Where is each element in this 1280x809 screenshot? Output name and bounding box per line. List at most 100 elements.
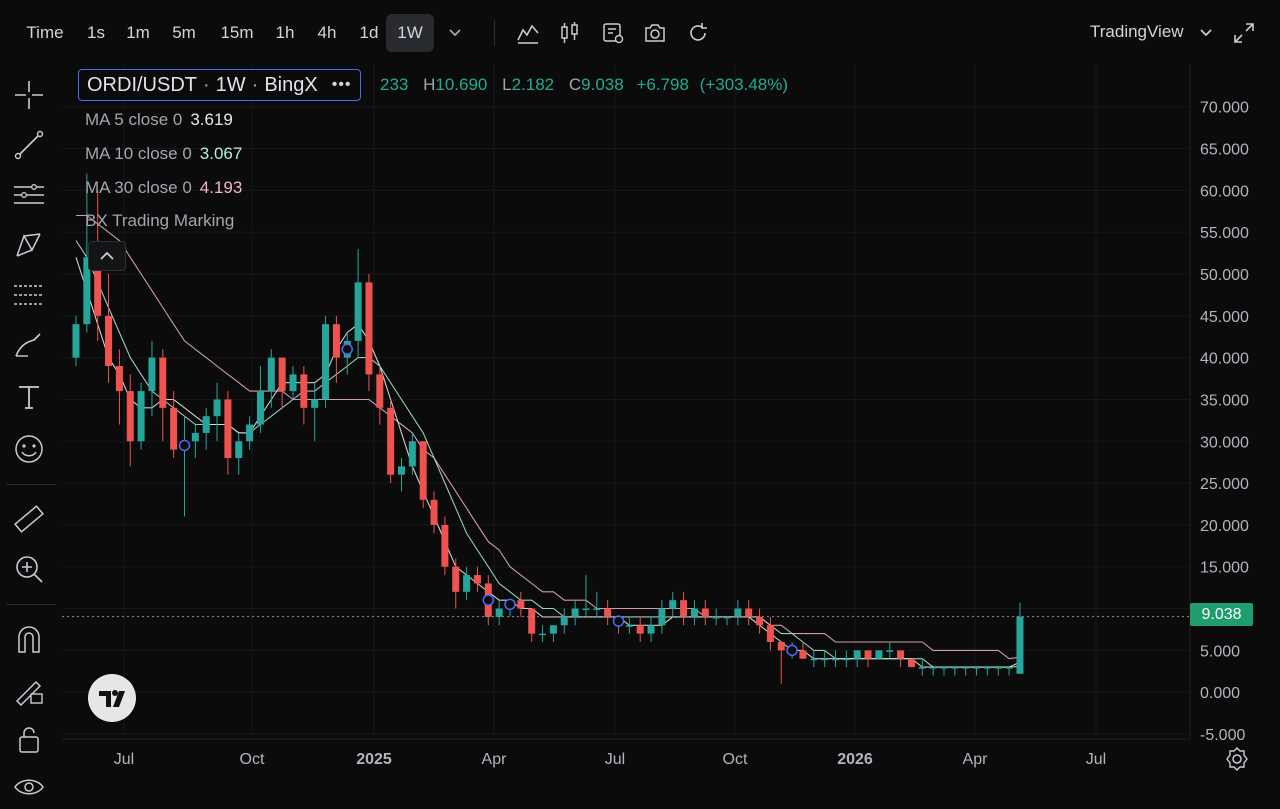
candle-body <box>723 616 731 619</box>
last-price-tag: 9.038 <box>1190 603 1253 626</box>
candle-body <box>137 391 145 442</box>
collapse-legend-button[interactable] <box>88 241 126 271</box>
candles-icon[interactable] <box>557 20 583 46</box>
candle-body <box>267 357 275 392</box>
x-tick-label: 2026 <box>837 751 873 768</box>
lock-drawing-icon[interactable] <box>12 672 46 707</box>
eye-icon[interactable] <box>12 770 46 804</box>
fullscreen-icon[interactable] <box>1231 20 1257 46</box>
candle-body <box>853 650 861 659</box>
high-value: 10.690 <box>435 75 488 94</box>
ma-line <box>75 257 1021 668</box>
timeframe-1h[interactable]: 1h <box>275 23 295 42</box>
crosshair-icon[interactable] <box>12 78 46 112</box>
candle-body <box>322 324 330 400</box>
candle-body <box>1005 667 1013 669</box>
indicators-icon[interactable] <box>515 20 541 46</box>
symbol-interval: 1W <box>215 73 246 96</box>
camera-icon[interactable] <box>642 20 668 46</box>
brand-chevron-down-icon[interactable] <box>1193 20 1219 46</box>
timeframe-15m[interactable]: 15m <box>220 23 254 42</box>
y-tick-label: 65.000 <box>1200 142 1249 159</box>
indicator-bx-marking[interactable]: BX Trading Marking <box>85 211 234 231</box>
candle-body <box>701 608 709 617</box>
indicator-ma30[interactable]: MA 30 close 0 4.193 <box>85 178 242 198</box>
ohlc-values: 233 H10.690 L2.182 C9.038 +6.798 (+303.4… <box>380 75 788 95</box>
chevron-up-icon <box>100 251 114 260</box>
candle-body <box>126 391 134 442</box>
brush-icon[interactable] <box>12 328 46 362</box>
candle-body <box>159 357 167 408</box>
candle-body <box>712 616 720 619</box>
candle-body <box>517 600 525 609</box>
price-chart[interactable]: 70.000 65.000 60.000 55.000 50.000 45.000 40.0… <box>62 64 1280 796</box>
y-tick-label: 0.000 <box>1200 685 1240 702</box>
fib-icon[interactable] <box>12 278 46 312</box>
tradingview-logo[interactable] <box>88 674 136 722</box>
bx-marker <box>612 615 625 627</box>
candle-body <box>745 608 753 617</box>
text-icon[interactable] <box>12 380 46 414</box>
brand-menu[interactable]: TradingView <box>1090 22 1184 41</box>
change-percent: (+303.48%) <box>699 75 789 94</box>
close-label: C <box>568 75 582 94</box>
lock-icon[interactable] <box>12 722 46 756</box>
candle-body <box>918 667 926 669</box>
candle-body <box>365 282 373 375</box>
timeframe-4h[interactable]: 4h <box>317 23 337 42</box>
more-icon[interactable]: ••• <box>331 76 352 93</box>
horizontal-lines-icon[interactable] <box>12 178 46 212</box>
candle-body <box>528 608 536 634</box>
candle-body <box>832 658 839 661</box>
indicator-label: MA 10 close 0 <box>85 144 192 163</box>
timeframe-1s[interactable]: 1s <box>87 23 105 42</box>
emoji-icon[interactable] <box>12 432 46 466</box>
timeframe-1m[interactable]: 1m <box>126 23 150 42</box>
candle-body <box>105 315 113 366</box>
candle-body <box>473 575 481 584</box>
reload-icon[interactable] <box>685 20 711 46</box>
candle-body <box>202 416 210 433</box>
x-tick-label: 2025 <box>356 751 392 768</box>
x-tick-label: Jul <box>1086 751 1106 768</box>
candle-body <box>311 399 319 408</box>
indicator-value: 3.067 <box>199 144 243 163</box>
candle-body <box>962 667 970 669</box>
candle-body <box>810 658 818 661</box>
symbol-legend[interactable]: ORDI/USDT · 1W · BingX ••• <box>78 69 361 101</box>
candle-body <box>1016 616 1024 674</box>
candle-body <box>821 658 829 661</box>
toolbar-separator <box>494 20 495 46</box>
pattern-icon[interactable] <box>12 228 46 262</box>
chevron-down-icon[interactable] <box>442 20 468 46</box>
candle-body <box>246 424 254 442</box>
timeframe-1d[interactable]: 1d <box>359 23 379 42</box>
candle-body <box>571 608 579 617</box>
timeframe-time[interactable]: Time <box>26 23 64 42</box>
trend-line-icon[interactable] <box>12 128 46 162</box>
bx-marker <box>178 439 191 452</box>
candle-body <box>593 608 601 611</box>
candle-body <box>658 608 666 626</box>
magnet-icon[interactable] <box>12 622 46 656</box>
low-label: L <box>502 75 512 94</box>
candle-body <box>115 366 123 392</box>
candle-body <box>864 650 872 659</box>
candle-body <box>398 466 405 475</box>
settings-icon[interactable] <box>1224 746 1250 772</box>
candle-body <box>756 616 764 626</box>
alert-icon[interactable] <box>600 20 626 46</box>
candle-body <box>799 650 807 659</box>
x-tick-label: Oct <box>240 751 265 768</box>
timeframe-5m[interactable]: 5m <box>172 23 196 42</box>
y-tick-label: 60.000 <box>1200 183 1249 200</box>
zoom-icon[interactable] <box>12 552 46 586</box>
candle-body <box>875 650 883 659</box>
indicator-ma5[interactable]: MA 5 close 0 3.619 <box>85 110 233 130</box>
candle-body <box>929 667 937 669</box>
indicator-ma10[interactable]: MA 10 close 0 3.067 <box>85 144 242 164</box>
timeframe-1w[interactable]: 1W <box>386 14 434 52</box>
ruler-icon[interactable] <box>12 502 46 536</box>
indicator-value: 3.619 <box>190 110 233 129</box>
bx-marker <box>341 343 353 356</box>
